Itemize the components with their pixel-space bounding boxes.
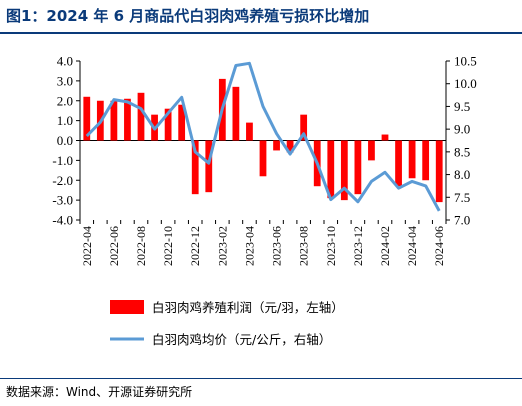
chart: 4.0 3.0 2.0 1.0 0.0 -1.0 -2.0 -3.0 -4.0 10.5 10.0… [52, 54, 477, 348]
y-right-tick-label: 10.5 [454, 54, 477, 69]
y-left-tick-label: 2.0 [57, 93, 73, 108]
bar-2022-12 [191, 140, 199, 195]
bar-2022-07 [124, 98, 131, 141]
y-axis-left: 4.0 3.0 2.0 1.0 0.0 -1.0 -2.0 -3.0 -4.0 [52, 54, 80, 228]
legend-line-label: 白羽肉鸡均价（元/公斤，右轴） [152, 332, 331, 347]
source-note: 数据来源：Wind、开源证券研究所 [6, 385, 193, 399]
y-left-tick-label: -2.0 [52, 173, 73, 188]
x-tick-label: 2023-02 [215, 226, 229, 266]
y-right-tick-label: 7.5 [454, 190, 470, 205]
bar-2023-05 [259, 140, 267, 177]
legend: 白羽肉鸡养殖利润（元/羽，左轴） 白羽肉鸡均价（元/公斤，右轴） [110, 300, 344, 347]
x-tick-label: 2023-10 [324, 226, 338, 266]
bar-2023-12 [354, 140, 362, 195]
x-tick-label: 2022-12 [188, 226, 202, 266]
y-left-tick-label: -1.0 [52, 153, 73, 168]
bar-2022-04 [83, 96, 91, 141]
footer-divider [0, 378, 522, 379]
y-left-tick-label: 1.0 [57, 113, 73, 128]
x-tick-label: 2022-08 [134, 226, 148, 266]
x-tick-label: 2022-10 [161, 226, 175, 266]
y-right-tick-label: 9.5 [454, 99, 470, 114]
x-tick-label: 2024-06 [432, 226, 446, 266]
bar-2024-02 [381, 134, 389, 141]
bar-2022-10 [164, 108, 172, 141]
bar-2024-05 [422, 140, 430, 181]
bar-2023-08 [300, 114, 308, 141]
bar-2023-06 [273, 140, 280, 151]
x-tick-label: 2023-08 [297, 226, 311, 266]
bar-2022-06 [110, 100, 118, 141]
legend-bar-swatch [110, 300, 144, 314]
legend-bar-label: 白羽肉鸡养殖利润（元/羽，左轴） [152, 300, 344, 315]
bar-2024-06 [435, 140, 443, 203]
price-line [85, 61, 441, 212]
x-tick-label: 2023-06 [270, 226, 284, 266]
bar-2023-11 [340, 140, 348, 201]
y-right-tick-label: 7.0 [454, 213, 470, 228]
bar-2023-01 [205, 140, 213, 193]
y-right-tick-label: 10.0 [454, 76, 477, 91]
x-tick-label: 2024-04 [405, 226, 419, 266]
y-right-tick-label: 9.0 [454, 122, 470, 137]
y-left-tick-label: -4.0 [52, 213, 73, 228]
y-right-tick-label: 8.5 [454, 144, 470, 159]
y-left-tick-label: 0.0 [57, 133, 73, 148]
bar-2024-03 [395, 140, 402, 187]
bar-2023-10 [327, 140, 335, 199]
title-divider [0, 32, 522, 34]
line-series [85, 61, 441, 212]
bar-2023-03 [232, 86, 240, 141]
x-tick-label: 2022-04 [80, 226, 94, 266]
x-tick-label: 2023-12 [351, 226, 365, 266]
y-left-tick-label: 4.0 [57, 54, 73, 69]
bar-2024-01 [368, 140, 375, 161]
chart-title: 图1：2024 年 6 月商品代白羽肉鸡养殖亏损环比增加 [6, 7, 370, 25]
bar-2023-04 [246, 122, 253, 141]
y-right-tick-label: 8.0 [454, 167, 470, 182]
y-left-tick-label: 3.0 [57, 73, 73, 88]
bar-2023-07 [286, 140, 294, 153]
bar-2022-08 [137, 92, 145, 141]
x-tick-label: 2023-04 [242, 226, 256, 266]
y-left-tick-label: -3.0 [52, 193, 73, 208]
bar-2022-11 [178, 104, 186, 141]
x-axis: 2022-04 2022-06 2022-08 2022-10 2022-12 2023-… [79, 220, 447, 266]
x-tick-label: 2024-02 [378, 226, 392, 266]
bar-2024-04 [408, 140, 416, 179]
y-axis-right: 10.5 10.0 9.5 9.0 8.5 8.0 7.5 7.0 [446, 54, 477, 228]
x-tick-label: 2022-06 [107, 226, 121, 266]
